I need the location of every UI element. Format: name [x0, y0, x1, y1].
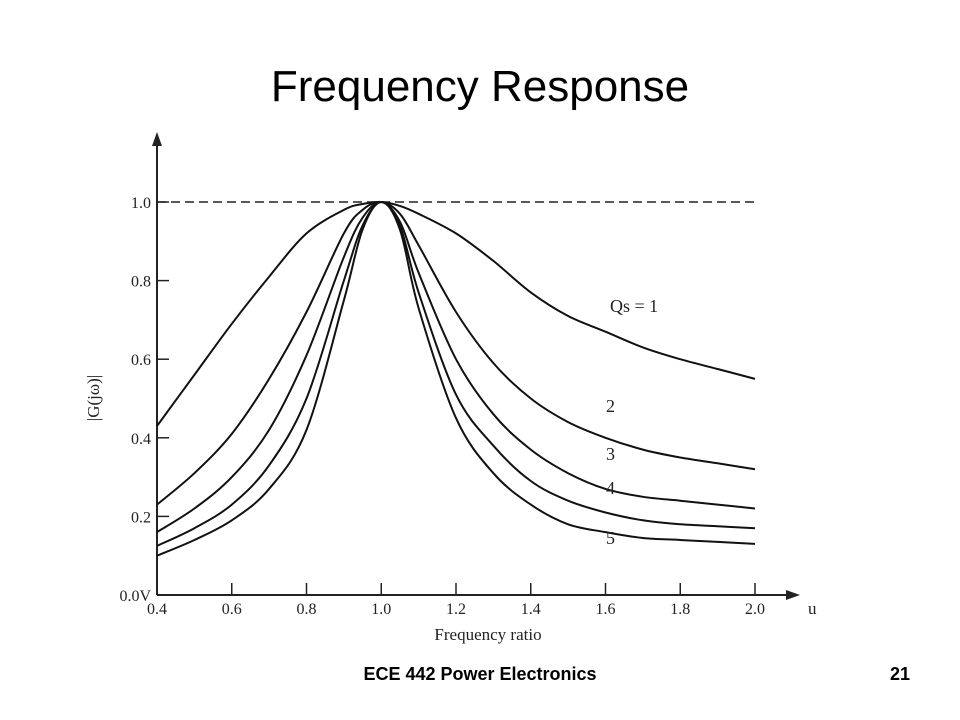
y-axis-label: |G(jω)|	[84, 375, 103, 421]
series-line-2	[156, 200, 756, 506]
x-tick-label: 1.4	[521, 601, 541, 618]
series-label-3: 3	[606, 444, 615, 464]
series-label-5: 5	[606, 528, 615, 548]
x-tick-label: 1.0	[371, 601, 391, 618]
series-lines	[156, 200, 756, 557]
x-tick-label: 0.8	[297, 601, 317, 618]
x-tick-label: 1.8	[670, 601, 690, 618]
x-tick-label: 0.4	[147, 601, 167, 618]
y-tick-label: 0.0V	[119, 588, 151, 605]
y-ticks: 0.0V 0.2 0.4 0.6 0.8 1.0	[119, 195, 169, 605]
series-label-4: 4	[606, 478, 615, 498]
y-tick-label: 0.6	[131, 352, 151, 369]
x-axis-arrow	[786, 590, 800, 600]
x-ticks: 0.4 0.6 0.8 1.0 1.2 1.4 1.6 1.8 2.0	[147, 583, 765, 618]
series-labels: Qs = 1 2 3 4 5	[606, 296, 658, 548]
footer-page-number: 21	[889, 664, 910, 684]
series-line-4	[156, 200, 756, 547]
footer-course-name: ECE 442 Power Electronics	[363, 664, 597, 684]
x-tick-label: 0.6	[222, 601, 242, 618]
y-tick-label: 0.2	[131, 509, 151, 526]
chart-axes	[152, 132, 800, 600]
y-tick-label: 0.8	[131, 274, 151, 291]
x-tick-label: 2.0	[745, 601, 765, 618]
x-axis-label: Frequency ratio	[434, 625, 541, 644]
series-line-3	[156, 200, 756, 533]
series-label-2: 2	[606, 396, 615, 416]
y-tick-label: 1.0	[131, 195, 151, 212]
x-unit-label: u	[808, 599, 817, 618]
slide-title: Frequency Response	[270, 62, 690, 111]
x-tick-label: 1.2	[446, 601, 466, 618]
y-tick-label: 0.4	[131, 431, 151, 448]
series-label-1: Qs = 1	[610, 296, 658, 316]
y-axis-arrow	[152, 132, 162, 146]
series-line-5	[156, 200, 756, 557]
series-line-1	[156, 200, 756, 427]
x-tick-label: 1.6	[596, 601, 616, 618]
